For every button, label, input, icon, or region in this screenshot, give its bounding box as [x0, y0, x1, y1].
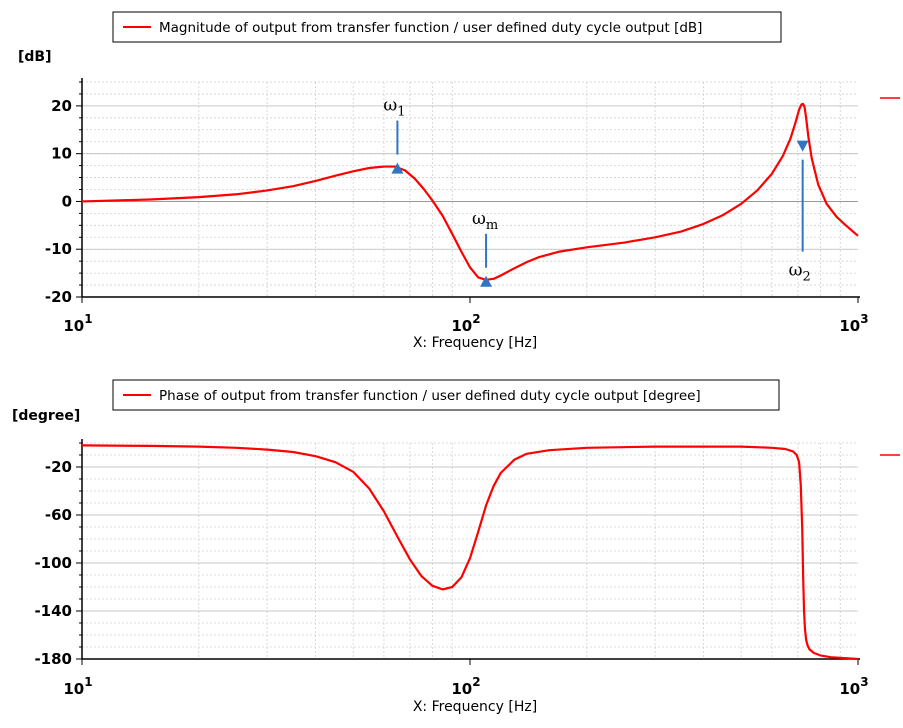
annotation-arrow — [796, 140, 809, 252]
x-tick-label: 101 — [63, 675, 92, 698]
annotation-label: ω2 — [789, 261, 811, 285]
magnitude-x-axis-label: X: Frequency [Hz] — [413, 335, 537, 351]
phase-series-line — [81, 444, 859, 661]
y-tick-label: -20 — [45, 458, 72, 476]
legend-label: Magnitude of output from transfer functi… — [159, 20, 702, 36]
annotation-arrow — [480, 233, 493, 287]
x-tick-label: 103 — [839, 675, 868, 698]
arrow-head — [391, 162, 404, 174]
y-tick-label: 10 — [51, 145, 72, 163]
x-tick-label: 102 — [451, 675, 480, 698]
legend-label: Phase of output from transfer function /… — [159, 388, 701, 404]
annotation-label: ωm — [472, 209, 498, 233]
y-tick-label: 20 — [51, 97, 72, 115]
arrow-head — [796, 140, 809, 152]
magnitude-panel: Magnitude of output from transfer functi… — [18, 11, 900, 351]
magnitude-grid — [82, 81, 858, 298]
legend-box — [112, 379, 780, 411]
annotation-label: ω1 — [383, 96, 405, 120]
y-tick-label: 0 — [62, 192, 72, 210]
y-tick-label: -60 — [45, 506, 72, 524]
magnitude-legend: Magnitude of output from transfer functi… — [112, 11, 782, 43]
annotations: ω1 ωm ω2 — [383, 96, 811, 287]
x-tick-label: 102 — [451, 312, 480, 335]
y-tick-label: -100 — [34, 554, 72, 572]
y-tick-label: -20 — [45, 288, 72, 306]
legend-box — [112, 11, 782, 43]
y-tick-label: -140 — [34, 602, 72, 620]
phase-grid — [82, 442, 858, 660]
y-tick-label: -10 — [45, 240, 72, 258]
phase-legend: Phase of output from transfer function /… — [112, 379, 780, 411]
magnitude-series-line — [81, 102, 859, 281]
phase-unit-label: [degree] — [12, 408, 80, 424]
phase-panel: Phase of output from transfer function /… — [12, 379, 900, 715]
magnitude-unit-label: [dB] — [18, 49, 52, 65]
annotation-arrow — [391, 120, 404, 174]
y-tick-label: -180 — [34, 650, 72, 668]
x-tick-label: 103 — [839, 312, 868, 335]
phase-x-axis-label: X: Frequency [Hz] — [413, 699, 537, 715]
arrow-head — [480, 275, 493, 287]
x-tick-label: 101 — [63, 312, 92, 335]
